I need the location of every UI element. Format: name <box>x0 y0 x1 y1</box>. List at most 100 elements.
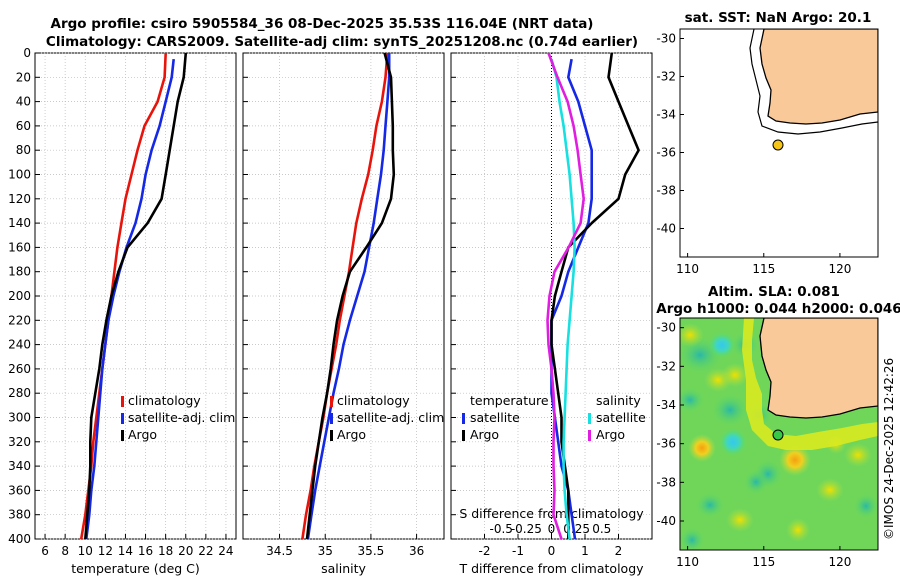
y-tick-label: 120 <box>8 192 31 206</box>
map-lat-label: -30 <box>656 321 676 335</box>
s-axis-label: S difference from climatology <box>459 506 644 521</box>
y-tick-label: 380 <box>8 508 31 522</box>
y-tick-label: 200 <box>8 289 31 303</box>
legend-swatch-climatology <box>121 396 124 407</box>
y-tick-label: 80 <box>16 143 31 157</box>
x-tick-label: 10 <box>78 544 93 558</box>
y-tick-label: 360 <box>8 483 31 497</box>
sla-anomaly-blobs <box>680 323 878 550</box>
map-lat-label: -40 <box>656 514 676 528</box>
x-tick-label: 22 <box>198 544 213 558</box>
x-tick-label: 12 <box>98 544 113 558</box>
map-lat-label: -34 <box>656 398 676 412</box>
sla-map-frame <box>679 317 879 551</box>
map-lat-label: -30 <box>656 32 676 46</box>
x-tick-label: 6 <box>41 544 49 558</box>
x-tick-label: -2 <box>479 544 491 558</box>
x-tick-label: 18 <box>158 544 173 558</box>
legend-swatch-t-satellite <box>462 413 465 424</box>
temperature-panel: 6 8 10 12 14 16 18 20 22 240204060801001201401601… <box>8 46 237 576</box>
y-tick-label: 20 <box>16 70 31 84</box>
x-tick-label: 1 <box>581 544 589 558</box>
series-line-argo <box>84 52 188 540</box>
y-tick-label: 300 <box>8 411 31 425</box>
y-tick-label: 400 <box>8 532 31 546</box>
sst-map-title: sat. SST: NaN Argo: 20.1 <box>685 10 872 26</box>
x-axis-label: salinity <box>321 561 366 576</box>
x-tick-label: 8 <box>61 544 69 558</box>
legend-label: Argo <box>470 427 499 442</box>
map-lat-label: -38 <box>656 475 676 489</box>
y-tick-label: 140 <box>8 216 31 230</box>
sla-map: 110 115 120 -30 -32 -34 -36 -38 -40 <box>656 317 879 569</box>
legend-title-salinity: salinity <box>596 393 641 408</box>
x-tick-label: 36 <box>409 544 424 558</box>
title-line-1: Argo profile: csiro 5905584_36 08-Dec-20… <box>51 16 594 32</box>
y-tick-label: 40 <box>16 95 31 109</box>
sla-map-ticks: 110 115 120 -30 -32 -34 -36 -38 -40 <box>656 321 851 569</box>
series-line-satellite-adj-clim <box>306 53 391 540</box>
map-lat-label: -38 <box>656 184 676 198</box>
series-line-argo <box>305 52 396 540</box>
legend-swatch-climatology <box>330 396 333 407</box>
legend-label: climatology <box>337 393 410 408</box>
x-axis-label: T difference from climatology <box>458 561 644 576</box>
map-lon-label: 120 <box>828 262 851 276</box>
map-lat-label: -34 <box>656 108 676 122</box>
series-line-t-satellite <box>550 58 594 540</box>
x-tick-label: -1 <box>512 544 524 558</box>
series-line-s-argo <box>546 52 586 540</box>
salinity-panel: 34.5 35 35.5 36 salinity <box>242 52 445 576</box>
difference-panel: -2 -1 0 1 2 T difference from climatology S di… <box>450 52 653 576</box>
map-lat-label: -32 <box>656 70 676 84</box>
s-tick-label: 0.5 <box>592 522 611 536</box>
map-lat-label: -32 <box>656 359 676 373</box>
y-tick-label: 260 <box>8 362 31 376</box>
temperature-legend: climatology satellite-adj. clim Argo <box>121 393 235 442</box>
map-lon-label: 110 <box>676 262 699 276</box>
legend-label: satellite <box>470 410 520 425</box>
s-tick-label: -0.5 <box>490 522 513 536</box>
series-line-satellite-adj-clim <box>85 58 175 540</box>
sla-australia-land <box>759 318 878 419</box>
legend-label: satellite-adj. clim <box>128 410 235 425</box>
x-axis-label: temperature (deg C) <box>71 561 200 576</box>
legend-label: Argo <box>337 427 366 442</box>
sla-coastal-band <box>742 318 878 450</box>
sla-map-title-line-2: Argo h1000: 0.044 h2000: 0.046 <box>656 301 900 317</box>
x-tick-label: 20 <box>178 544 193 558</box>
x-tick-label: 16 <box>138 544 153 558</box>
y-tick-label: 240 <box>8 338 31 352</box>
legend-label: Argo <box>596 427 625 442</box>
legend-label: climatology <box>128 393 201 408</box>
legend-swatch-t-argo <box>462 430 465 441</box>
map-lon-label: 120 <box>828 555 851 569</box>
salinity-legend: climatology satellite-adj. clim Argo <box>330 393 444 442</box>
sla-argo-marker <box>772 429 784 441</box>
legend-swatch-s-satellite <box>588 413 591 424</box>
y-tick-label: 100 <box>8 168 31 182</box>
sst-map-ticks: 110 115 120 -30 -32 -34 -36 -38 -40 <box>656 32 851 277</box>
legend-label: Argo <box>128 427 157 442</box>
series-line-s-satellite <box>550 58 576 540</box>
map-lon-label: 110 <box>676 555 699 569</box>
sla-map-title-line-1: Altim. SLA: 0.081 <box>708 284 840 300</box>
x-tick-label: 14 <box>118 544 133 558</box>
sst-australia-land <box>759 29 878 125</box>
y-tick-label: 340 <box>8 459 31 473</box>
legend-title-temperature: temperature <box>470 393 549 408</box>
x-tick-label: 34.5 <box>266 544 293 558</box>
x-tick-label: 35.5 <box>358 544 385 558</box>
legend-label: satellite-adj. clim <box>337 410 444 425</box>
map-lon-label: 115 <box>752 262 775 276</box>
y-tick-label: 160 <box>8 240 31 254</box>
y-tick-label: 0 <box>23 46 31 60</box>
title-line-2: Climatology: CARS2009. Satellite-adj cli… <box>46 34 638 50</box>
x-tick-label: 24 <box>218 544 233 558</box>
legend-label: satellite <box>596 410 646 425</box>
map-lat-label: -40 <box>656 222 676 236</box>
imos-timestamp: ©IMOS 24-Dec-2025 12:42:26 <box>882 358 896 540</box>
map-lon-label: 115 <box>752 555 775 569</box>
y-tick-label: 280 <box>8 386 31 400</box>
